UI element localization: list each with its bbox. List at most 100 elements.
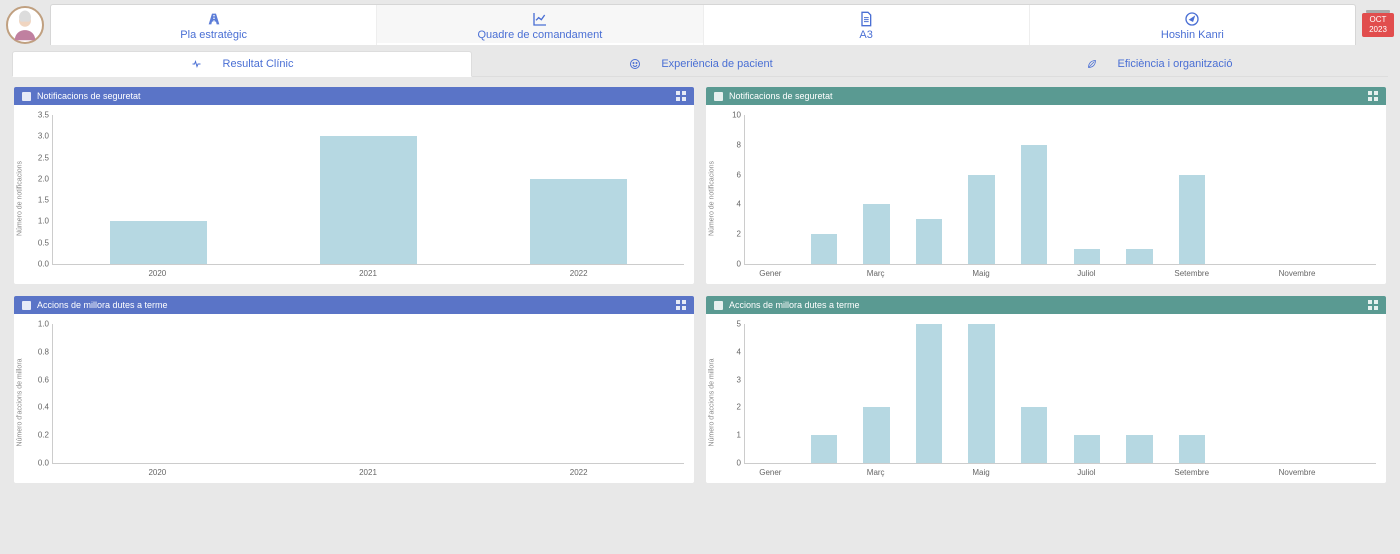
x-tick-label bbox=[1218, 269, 1271, 278]
x-tick-label: 2022 bbox=[473, 269, 684, 278]
chart-bar bbox=[863, 204, 889, 264]
panel-header: Accions de millora dutes a terme bbox=[706, 296, 1386, 314]
panel-tile-icon bbox=[22, 92, 31, 101]
sub-tab-label: Eficiència i organització bbox=[1118, 58, 1233, 70]
header: Pla estratègic Quadre de comandament A3 … bbox=[0, 0, 1400, 45]
chart-bar bbox=[1126, 435, 1152, 463]
y-tick-label: 2.0 bbox=[25, 174, 49, 183]
y-tick-label: 0.2 bbox=[25, 431, 49, 440]
y-tick-label: 8 bbox=[717, 140, 741, 149]
main-tab-quadre-de-comandament[interactable]: Quadre de comandament bbox=[377, 5, 703, 45]
panel-title: Notificacions de seguretat bbox=[37, 91, 141, 101]
y-tick-label: 3.5 bbox=[25, 111, 49, 120]
x-tick-label bbox=[902, 468, 955, 477]
date-badge[interactable]: OCT 2023 bbox=[1362, 13, 1394, 37]
sub-tab-experi-ncia-de-pacient[interactable]: Experiència de pacient bbox=[472, 51, 930, 76]
date-month: OCT bbox=[1362, 15, 1394, 25]
chart-bar bbox=[1074, 435, 1100, 463]
y-tick-label: 10 bbox=[717, 111, 741, 120]
y-tick-label: 2 bbox=[717, 403, 741, 412]
x-tick-label: Gener bbox=[744, 269, 797, 278]
chart-bar bbox=[916, 324, 942, 463]
x-tick-label: Setembre bbox=[1165, 269, 1218, 278]
chart-bar bbox=[1074, 249, 1100, 264]
x-tick-label bbox=[1007, 468, 1060, 477]
panel: Notificacions de seguretat Número de not… bbox=[706, 87, 1386, 284]
y-tick-label: 0.8 bbox=[25, 347, 49, 356]
y-tick-label: 0.0 bbox=[25, 459, 49, 468]
x-axis: 202020212022 bbox=[52, 464, 684, 477]
y-tick-label: 4 bbox=[717, 347, 741, 356]
y-tick-label: 1.5 bbox=[25, 196, 49, 205]
x-tick-label: 2021 bbox=[263, 468, 474, 477]
leaf-icon bbox=[1086, 58, 1098, 70]
x-axis: GenerMarçMaigJuliolSetembreNovembre bbox=[744, 265, 1376, 278]
road-icon bbox=[206, 11, 222, 27]
y-tick-label: 0 bbox=[717, 260, 741, 269]
x-tick-label bbox=[1323, 468, 1376, 477]
panel-title: Notificacions de seguretat bbox=[729, 91, 833, 101]
sub-tab-bar: Resultat Clínic Experiència de pacient E… bbox=[12, 51, 1388, 77]
x-axis: GenerMarçMaigJuliolSetembreNovembre bbox=[744, 464, 1376, 477]
chart-bar bbox=[530, 179, 627, 264]
panel-tile-icon bbox=[714, 301, 723, 310]
x-tick-label: Novembre bbox=[1271, 269, 1324, 278]
expand-icon[interactable] bbox=[1368, 300, 1378, 310]
x-tick-label: Març bbox=[849, 468, 902, 477]
user-avatar[interactable] bbox=[6, 6, 44, 44]
y-tick-label: 0.5 bbox=[25, 238, 49, 247]
y-tick-label: 2.5 bbox=[25, 153, 49, 162]
panel-tile-icon bbox=[714, 92, 723, 101]
chart-bar bbox=[1179, 175, 1205, 264]
chart-area: Número de notificacions0246810GenerMarçM… bbox=[706, 105, 1386, 284]
panel-header: Notificacions de seguretat bbox=[706, 87, 1386, 105]
y-tick-label: 3 bbox=[717, 375, 741, 384]
chart-area: Número d'accions de millora012345GenerMa… bbox=[706, 314, 1386, 483]
main-tab-a3[interactable]: A3 bbox=[704, 5, 1030, 45]
x-tick-label bbox=[902, 269, 955, 278]
expand-icon[interactable] bbox=[676, 91, 686, 101]
sub-tab-resultat-cl-nic[interactable]: Resultat Clínic bbox=[12, 51, 472, 77]
sub-tab-efici-ncia-i-organitzaci-[interactable]: Eficiència i organització bbox=[930, 51, 1388, 76]
panel-header: Accions de millora dutes a terme bbox=[14, 296, 694, 314]
x-tick-label: Setembre bbox=[1165, 468, 1218, 477]
chart-bar bbox=[110, 221, 207, 264]
main-tab-label: Hoshin Kanri bbox=[1161, 29, 1224, 41]
chart-bar bbox=[1179, 435, 1205, 463]
main-tab-hoshin-kanri[interactable]: Hoshin Kanri bbox=[1030, 5, 1355, 45]
x-tick-label bbox=[1007, 269, 1060, 278]
panel-header: Notificacions de seguretat bbox=[14, 87, 694, 105]
y-tick-label: 1.0 bbox=[25, 320, 49, 329]
heartbeat-icon bbox=[191, 58, 203, 70]
y-axis-label: Número d'accions de millora bbox=[17, 358, 24, 446]
y-tick-label: 1 bbox=[717, 431, 741, 440]
panel: Accions de millora dutes a terme Número … bbox=[706, 296, 1386, 483]
x-tick-label: Juliol bbox=[1060, 269, 1113, 278]
x-tick-label: 2022 bbox=[473, 468, 684, 477]
main-tab-pla-estratègic[interactable]: Pla estratègic bbox=[51, 5, 377, 45]
chart-plot: 0.00.51.01.52.02.53.03.5 bbox=[52, 115, 684, 265]
x-tick-label: 2020 bbox=[52, 468, 263, 477]
expand-icon[interactable] bbox=[1368, 91, 1378, 101]
x-tick-label: Maig bbox=[955, 468, 1008, 477]
chart-bar bbox=[1021, 407, 1047, 463]
panel-title: Accions de millora dutes a terme bbox=[729, 300, 860, 310]
x-tick-label bbox=[1113, 269, 1166, 278]
chart-plot: 0246810 bbox=[744, 115, 1376, 265]
x-tick-label: 2021 bbox=[263, 269, 474, 278]
expand-icon[interactable] bbox=[676, 300, 686, 310]
chart-bar bbox=[916, 219, 942, 264]
panels-grid: Notificacions de seguretat Número de not… bbox=[0, 77, 1400, 493]
chart-bar bbox=[811, 435, 837, 463]
chart-plot: 012345 bbox=[744, 324, 1376, 464]
panel-tile-icon bbox=[22, 301, 31, 310]
chart-area: Número de notificacions 0.00.51.01.52.02.… bbox=[14, 105, 694, 284]
y-axis-label: Número de notificacions bbox=[17, 160, 24, 235]
y-tick-label: 1.0 bbox=[25, 217, 49, 226]
y-tick-label: 3.0 bbox=[25, 132, 49, 141]
main-tab-label: Pla estratègic bbox=[180, 29, 247, 41]
date-year: 2023 bbox=[1362, 25, 1394, 35]
main-tab-label: Quadre de comandament bbox=[478, 29, 603, 41]
sub-tab-label: Experiència de pacient bbox=[661, 58, 772, 70]
x-tick-label: Novembre bbox=[1271, 468, 1324, 477]
